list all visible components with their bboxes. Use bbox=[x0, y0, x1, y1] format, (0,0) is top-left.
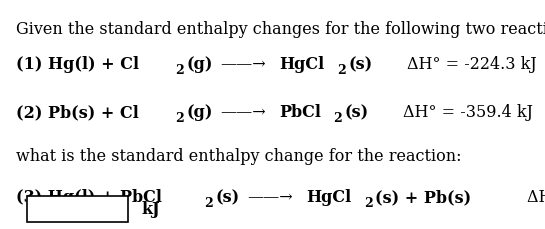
Text: PbCl: PbCl bbox=[279, 104, 321, 121]
Text: 2: 2 bbox=[175, 112, 184, 125]
Text: ——→: ——→ bbox=[220, 104, 265, 121]
Text: ΔH° = -359.4 kJ: ΔH° = -359.4 kJ bbox=[403, 104, 532, 121]
Text: (g): (g) bbox=[186, 104, 213, 121]
Text: ΔH° = -224.3 kJ: ΔH° = -224.3 kJ bbox=[407, 56, 537, 73]
Text: (3) Hg(l) + PbCl: (3) Hg(l) + PbCl bbox=[16, 188, 162, 205]
Text: ——→: ——→ bbox=[247, 188, 293, 205]
Text: (g): (g) bbox=[186, 56, 213, 73]
Text: (s) + Pb(s): (s) + Pb(s) bbox=[376, 188, 471, 205]
Text: (2) Pb(s) + Cl: (2) Pb(s) + Cl bbox=[16, 104, 139, 121]
Text: 2: 2 bbox=[175, 64, 184, 77]
Text: (1) Hg(l) + Cl: (1) Hg(l) + Cl bbox=[16, 56, 140, 73]
Text: 2: 2 bbox=[204, 197, 213, 210]
Text: ΔH° = ?: ΔH° = ? bbox=[526, 188, 545, 205]
Bar bbox=[27, 196, 128, 222]
Text: Given the standard enthalpy changes for the following two reactions:: Given the standard enthalpy changes for … bbox=[16, 21, 545, 38]
Text: ——→: ——→ bbox=[220, 56, 266, 73]
Text: 2: 2 bbox=[337, 64, 346, 77]
Text: (s): (s) bbox=[216, 188, 240, 205]
Text: 2: 2 bbox=[333, 112, 342, 125]
Text: what is the standard enthalpy change for the reaction:: what is the standard enthalpy change for… bbox=[16, 147, 462, 164]
Text: HgCl: HgCl bbox=[279, 56, 324, 73]
Text: kJ: kJ bbox=[142, 201, 160, 217]
Text: (s): (s) bbox=[344, 104, 368, 121]
Text: HgCl: HgCl bbox=[306, 188, 351, 205]
Text: (s): (s) bbox=[349, 56, 373, 73]
Text: 2: 2 bbox=[364, 197, 373, 210]
